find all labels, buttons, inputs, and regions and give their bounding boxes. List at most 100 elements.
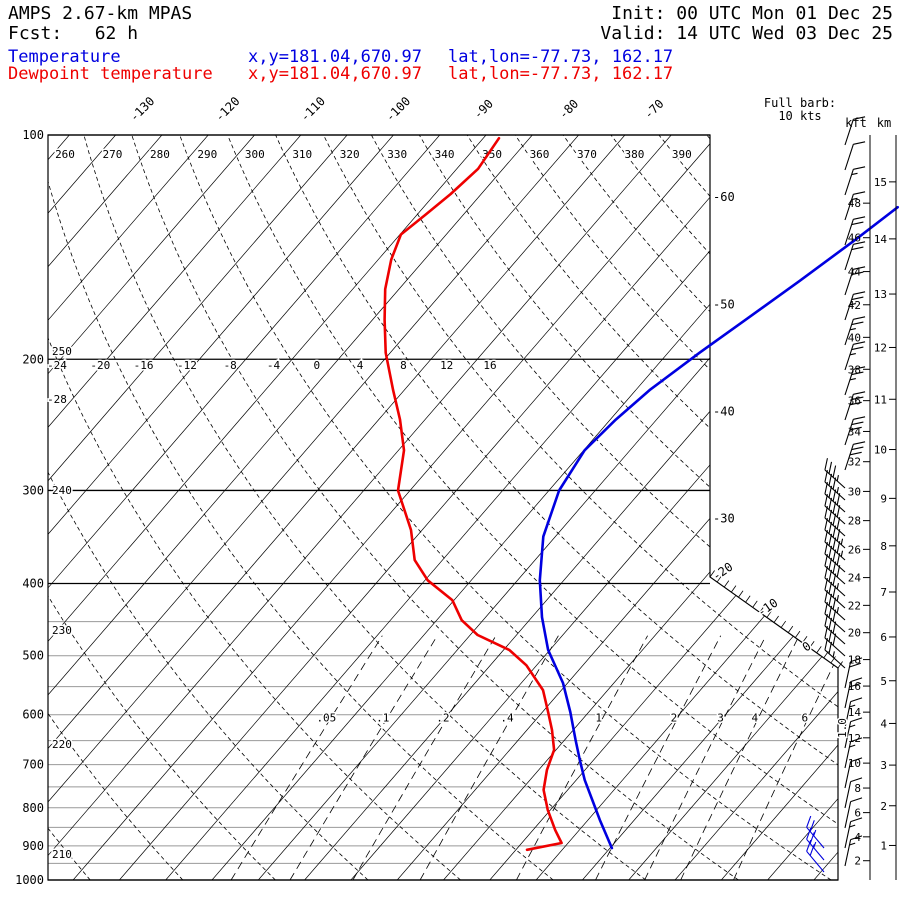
svg-text:48: 48	[848, 197, 861, 210]
svg-text:12: 12	[440, 359, 453, 372]
svg-text:11: 11	[874, 393, 887, 406]
svg-text:4: 4	[880, 717, 887, 730]
svg-text:1: 1	[880, 839, 887, 852]
svg-text:-24: -24	[47, 359, 67, 372]
svg-text:10 kts: 10 kts	[778, 109, 821, 123]
svg-text:-28: -28	[47, 393, 67, 406]
svg-text:.05: .05	[316, 711, 336, 724]
legend-temperature-latlon: lat,lon=-77.73, 162.17	[448, 47, 674, 67]
legend-temperature-label: Temperature	[8, 47, 121, 67]
svg-text:7: 7	[880, 586, 887, 599]
svg-text:.1: .1	[376, 711, 389, 724]
svg-text:-50: -50	[713, 297, 735, 311]
svg-text:2: 2	[880, 800, 887, 813]
svg-text:28: 28	[848, 515, 861, 528]
svg-text:6: 6	[854, 807, 861, 820]
svg-text:42: 42	[848, 299, 861, 312]
svg-text:370: 370	[577, 148, 597, 161]
svg-text:-40: -40	[713, 404, 735, 418]
svg-text:46: 46	[848, 232, 861, 245]
svg-text:kft: kft	[845, 116, 867, 130]
svg-text:500: 500	[22, 649, 44, 663]
svg-text:-4: -4	[267, 359, 281, 372]
svg-text:330: 330	[387, 148, 407, 161]
svg-text:14: 14	[874, 233, 888, 246]
forecast-hour: Fcst: 62 h	[8, 23, 139, 44]
svg-text:210: 210	[52, 848, 72, 861]
svg-text:Full barb:: Full barb:	[764, 96, 836, 110]
svg-text:-20: -20	[90, 359, 110, 372]
svg-text:30: 30	[848, 485, 861, 498]
svg-text:360: 360	[530, 148, 550, 161]
svg-text:230: 230	[52, 624, 72, 637]
svg-text:6: 6	[880, 631, 887, 644]
svg-text:.4: .4	[500, 711, 514, 724]
svg-text:-60: -60	[713, 190, 735, 204]
svg-text:38: 38	[848, 363, 861, 376]
svg-text:14: 14	[848, 706, 862, 719]
svg-text:40: 40	[848, 331, 861, 344]
svg-text:12: 12	[874, 341, 887, 354]
svg-text:4: 4	[854, 831, 861, 844]
legend-dewpoint-xy: x,y=181.04,670.97	[248, 64, 422, 84]
svg-text:400: 400	[22, 577, 44, 591]
svg-text:24: 24	[848, 572, 862, 585]
legend-temperature-xy: x,y=181.04,670.97	[248, 47, 422, 67]
svg-text:250: 250	[52, 345, 72, 358]
model-title: AMPS 2.67-km MPAS	[8, 3, 193, 24]
svg-text:320: 320	[340, 148, 360, 161]
svg-text:390: 390	[672, 148, 692, 161]
svg-text:260: 260	[55, 148, 75, 161]
svg-text:1000: 1000	[15, 873, 44, 887]
svg-text:km: km	[877, 116, 891, 130]
svg-text:22: 22	[848, 599, 861, 612]
svg-text:16: 16	[483, 359, 496, 372]
svg-text:2: 2	[854, 855, 861, 868]
svg-text:380: 380	[624, 148, 644, 161]
svg-text:310: 310	[292, 148, 312, 161]
svg-text:8: 8	[400, 359, 407, 372]
valid-time: Valid: 14 UTC Wed 03 Dec 25	[600, 23, 893, 44]
svg-text:9: 9	[880, 492, 887, 505]
svg-text:1.0: 1.0	[836, 718, 849, 738]
svg-text:13: 13	[874, 288, 887, 301]
svg-text:700: 700	[22, 758, 44, 772]
svg-text:3: 3	[717, 711, 724, 724]
svg-text:44: 44	[848, 266, 862, 279]
svg-text:10: 10	[848, 757, 861, 770]
svg-text:4: 4	[751, 711, 758, 724]
svg-text:300: 300	[22, 483, 44, 497]
svg-text:2: 2	[671, 711, 678, 724]
svg-text:300: 300	[245, 148, 265, 161]
svg-text:-16: -16	[134, 359, 154, 372]
svg-text:26: 26	[848, 543, 861, 556]
svg-text:34: 34	[848, 425, 862, 438]
svg-text:240: 240	[52, 484, 72, 497]
svg-text:340: 340	[435, 148, 455, 161]
svg-text:16: 16	[848, 680, 861, 693]
svg-text:32: 32	[848, 456, 861, 469]
svg-text:220: 220	[52, 738, 72, 751]
svg-text:200: 200	[22, 352, 44, 366]
svg-text:600: 600	[22, 708, 44, 722]
svg-text:18: 18	[848, 654, 861, 667]
svg-text:8: 8	[880, 540, 887, 553]
svg-text:20: 20	[848, 627, 861, 640]
svg-text:270: 270	[103, 148, 123, 161]
svg-text:100: 100	[22, 128, 44, 142]
svg-text:900: 900	[22, 839, 44, 853]
svg-text:8: 8	[854, 782, 861, 795]
svg-text:36: 36	[848, 395, 861, 408]
svg-text:1: 1	[595, 711, 602, 724]
svg-text:6: 6	[801, 711, 808, 724]
svg-text:15: 15	[874, 176, 887, 189]
svg-text:-8: -8	[224, 359, 237, 372]
svg-text:0: 0	[313, 359, 320, 372]
svg-text:3: 3	[880, 759, 887, 772]
svg-text:5: 5	[880, 675, 887, 688]
svg-text:290: 290	[197, 148, 217, 161]
init-time: Init: 00 UTC Mon 01 Dec 25	[611, 3, 893, 24]
legend-dewpoint-latlon: lat,lon=-77.73, 162.17	[448, 64, 674, 84]
